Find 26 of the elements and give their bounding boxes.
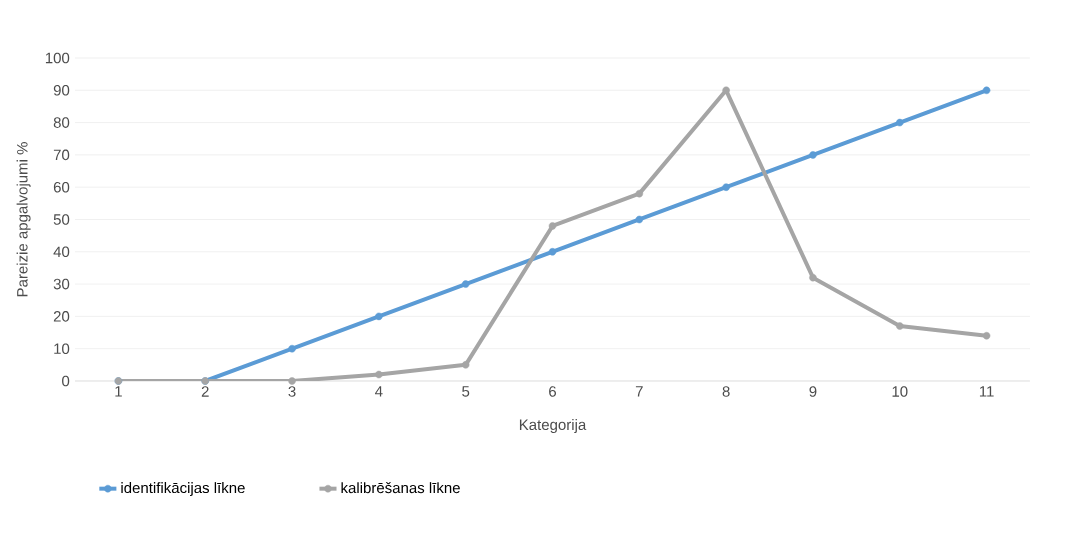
x-axis-title: Kategorija: [519, 419, 587, 433]
legend-label: identifikācijas līkne: [121, 482, 245, 497]
x-tick-label: 8: [722, 386, 730, 397]
x-tick-label: 7: [635, 386, 643, 397]
x-tick-label: 5: [462, 386, 470, 397]
y-tick-label: 70: [53, 149, 70, 161]
y-tick-label: 90: [53, 84, 70, 96]
x-tick-label: 3: [288, 386, 296, 397]
y-tick-label: 60: [53, 181, 70, 193]
y-tick-label: 20: [53, 311, 70, 322]
y-tick-label: 80: [53, 117, 70, 128]
y-tick-label: 0: [62, 375, 70, 387]
x-tick-label: 1: [115, 386, 122, 397]
legend-label: kalibrēšanas līkne: [341, 482, 460, 494]
y-tick-label: 50: [53, 214, 70, 225]
y-tick-label: 30: [53, 278, 70, 290]
x-tick-label: 2: [201, 386, 209, 397]
y-tick-label: 10: [54, 343, 70, 354]
x-tick-label: 4: [375, 386, 383, 397]
x-tick-label: 11: [979, 386, 994, 397]
x-tick-label: 10: [892, 386, 908, 397]
x-tick-label: 9: [809, 386, 817, 397]
x-tick-label: 6: [549, 386, 557, 397]
y-axis-title: Pareizie apgalvojumi %: [16, 142, 31, 297]
y-tick-label: 40: [53, 246, 70, 258]
y-tick-label: 100: [45, 52, 70, 64]
